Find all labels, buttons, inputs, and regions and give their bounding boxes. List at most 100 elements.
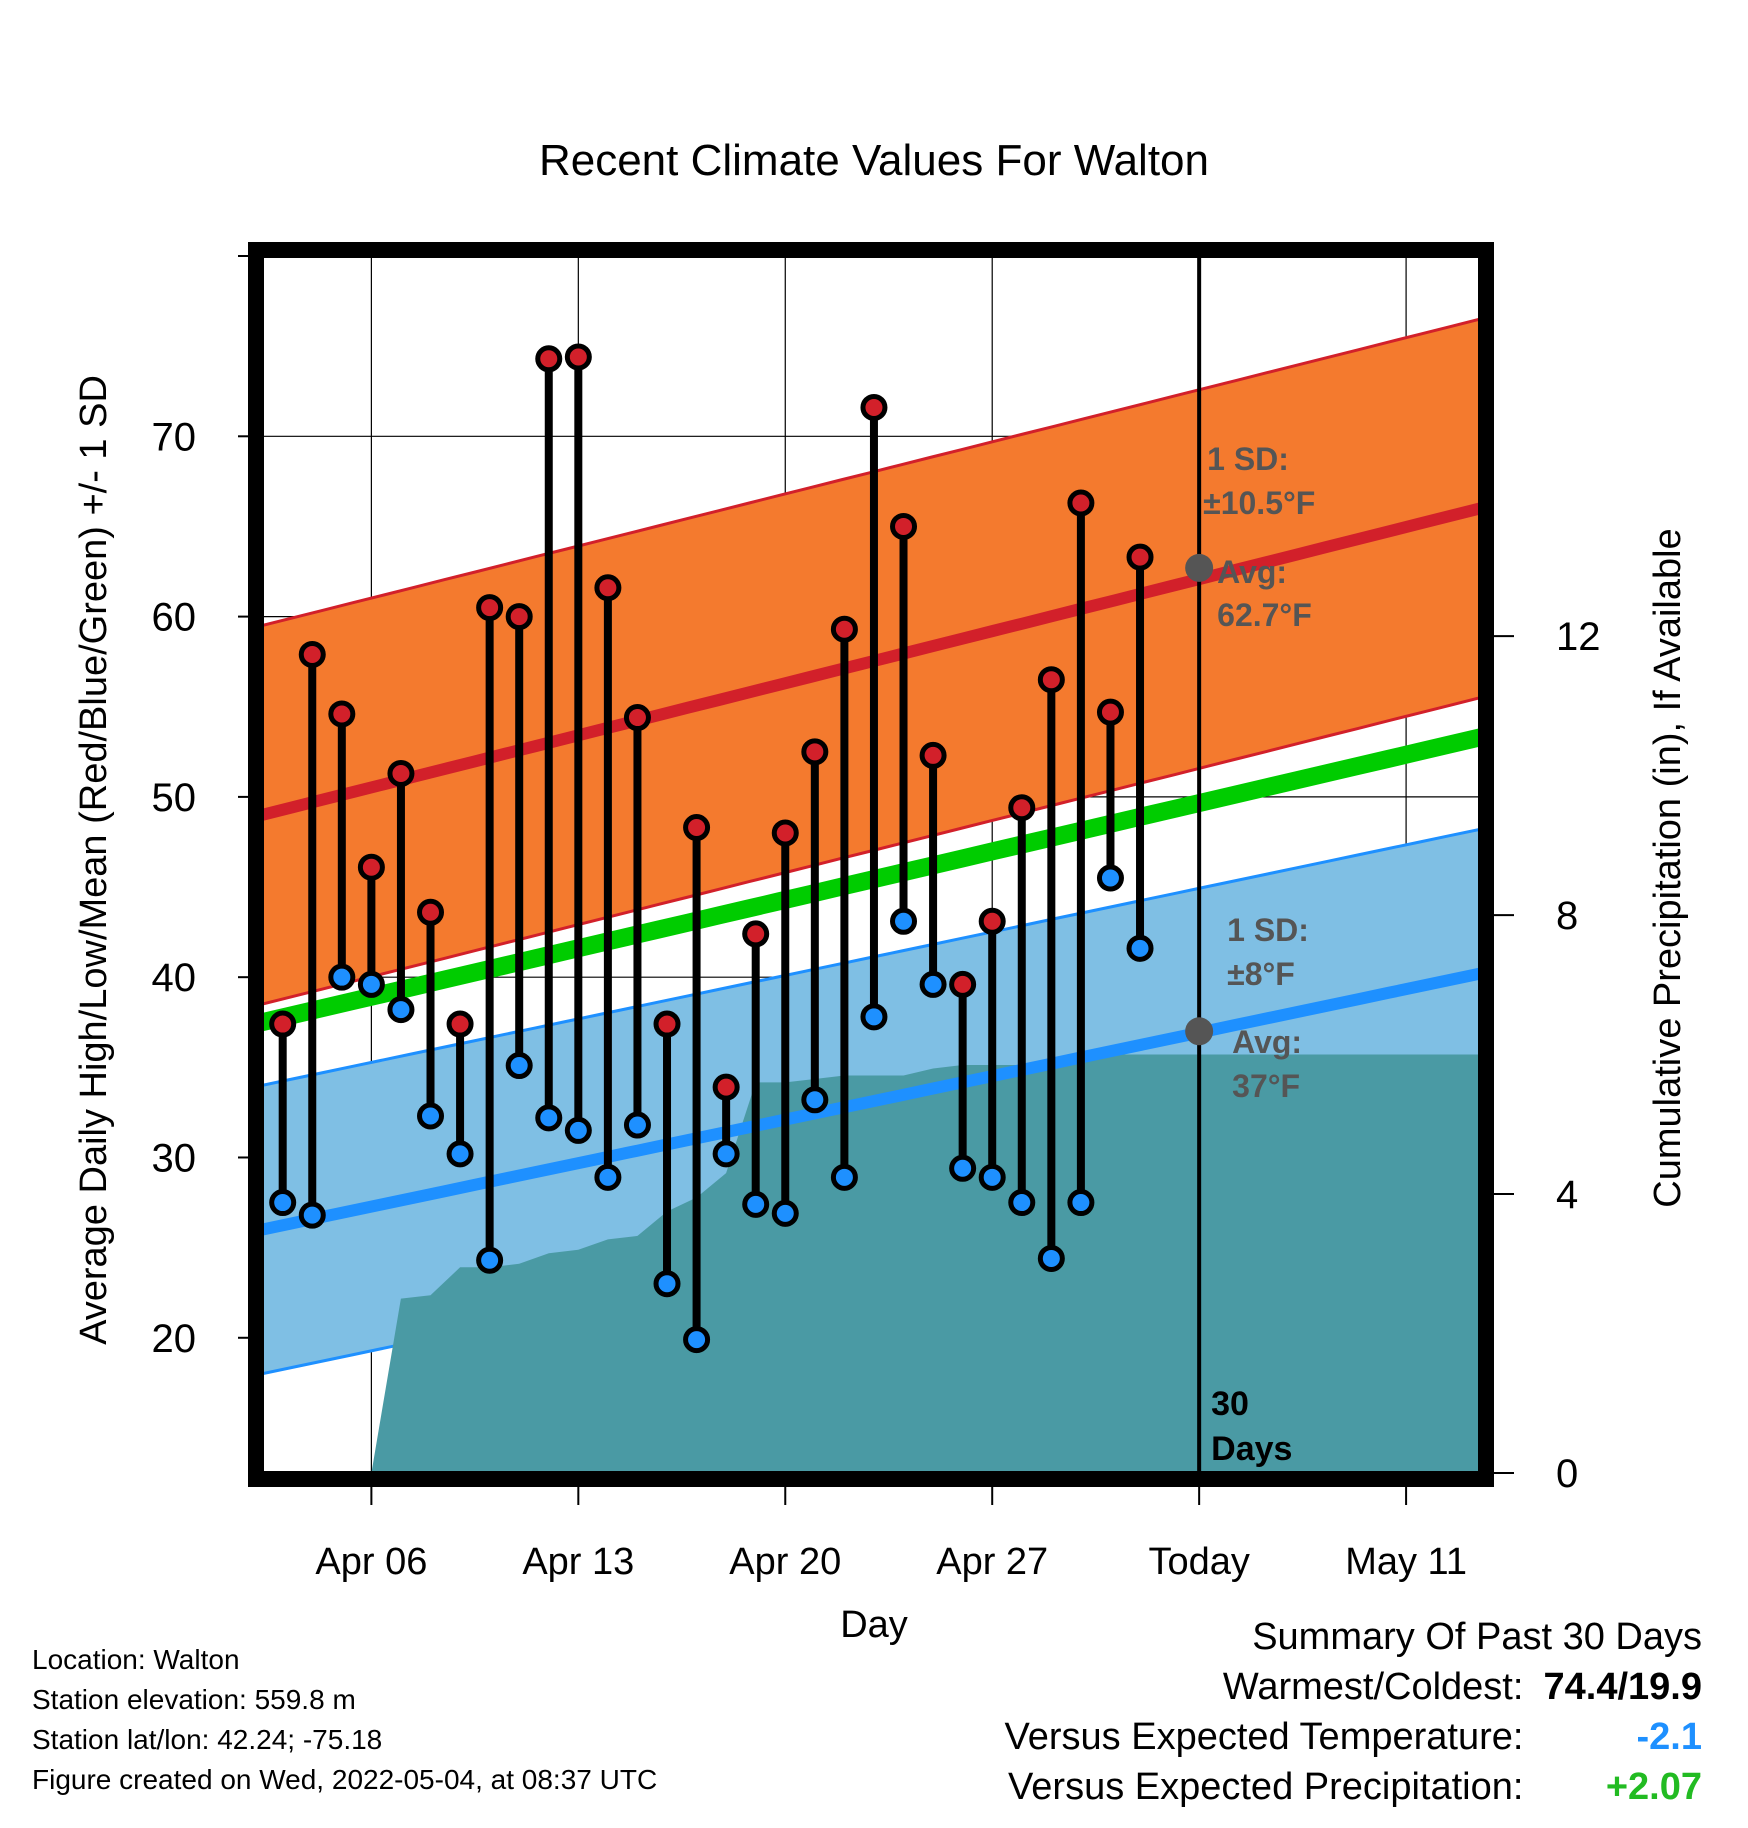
temp-anomaly-row: Versus Expected Temperature: -2.1: [802, 1712, 1702, 1762]
daily-low-point: [298, 1201, 326, 1229]
daily-low-point: [269, 1189, 297, 1217]
daily-high-point: [269, 1010, 297, 1038]
y-axis-title: Average Daily High/Low/Mean (Red/Blue/Gr…: [73, 375, 115, 1345]
y2-tick-label: 8: [1556, 894, 1578, 938]
summary-title: Summary Of Past 30 Days: [1252, 1616, 1702, 1658]
daily-low-point: [653, 1270, 681, 1298]
low-average-line: [262, 967, 1480, 1236]
daily-low-point: [683, 1326, 711, 1354]
warmest-coldest-value: 74.4/19.9: [1543, 1666, 1702, 1708]
daily-high-point: [594, 574, 622, 602]
daily-high-point: [1067, 489, 1095, 517]
daily-low-point: [1037, 1244, 1065, 1272]
precip-anomaly-row: Versus Expected Precipitation: +2.07: [802, 1762, 1702, 1812]
daily-low-point: [771, 1199, 799, 1227]
daily-high-point: [712, 1073, 740, 1101]
y-tick-label: 70: [152, 415, 197, 459]
high-avg-label: Avg:: [1217, 554, 1287, 590]
x-axis-title: Day: [840, 1604, 908, 1646]
daily-low-point: [1126, 934, 1154, 962]
daily-high-point: [1126, 543, 1154, 571]
daily-high-point: [978, 907, 1006, 935]
y-tick-label: 60: [152, 596, 197, 640]
daily-high-point: [505, 603, 533, 631]
plot-frame: [248, 242, 1494, 1487]
x-tick-label: Apr 20: [729, 1541, 841, 1583]
daily-low-point: [801, 1086, 829, 1114]
latlon-text: Station lat/lon: 42.24; -75.18: [32, 1724, 383, 1755]
daily-low-point: [357, 970, 385, 998]
daily-high-point: [949, 970, 977, 998]
high-sd-value: ±10.5°F: [1203, 485, 1315, 521]
daily-low-point: [476, 1246, 504, 1274]
daily-high-point: [801, 738, 829, 766]
daily-high-point: [298, 640, 326, 668]
daily-low-point: [535, 1104, 563, 1132]
precipitation-area: [282, 1054, 1480, 1473]
x-tick-label: Today: [1148, 1541, 1249, 1583]
high-sd-label: 1 SD:: [1207, 441, 1289, 477]
temp-anomaly-label: Versus Expected Temperature:: [1004, 1716, 1524, 1758]
y-tick-label: 20: [152, 1317, 197, 1361]
daily-high-point: [683, 814, 711, 842]
daily-low-point: [1067, 1189, 1095, 1217]
y2-tick-label: 4: [1556, 1173, 1578, 1217]
x-tick-label: May 11: [1345, 1541, 1467, 1583]
daily-low-point: [328, 963, 356, 991]
precip-anomaly-label: Versus Expected Precipitation:: [1008, 1766, 1524, 1808]
daily-low-point: [742, 1190, 770, 1218]
daily-high-point: [860, 393, 888, 421]
daily-low-point: [446, 1140, 474, 1168]
daily-low-point: [564, 1116, 592, 1144]
low-sd-label: 1 SD:: [1227, 912, 1309, 948]
y-tick-label: 30: [152, 1136, 197, 1180]
daily-low-point: [919, 970, 947, 998]
daily-high-point: [328, 700, 356, 728]
daily-high-point: [476, 594, 504, 622]
daily-high-point: [446, 1010, 474, 1038]
chart-title: Recent Climate Values For Walton: [538, 136, 1210, 185]
daily-high-point: [771, 819, 799, 847]
y2-tick-label: 12: [1556, 615, 1601, 659]
days-count-label: 30: [1211, 1385, 1249, 1423]
daily-high-point: [1037, 666, 1065, 694]
created-text: Figure created on Wed, 2022-05-04, at 08…: [32, 1764, 658, 1795]
x-tick-label: Apr 06: [315, 1541, 427, 1583]
daily-low-point: [1008, 1189, 1036, 1217]
y-tick-label: 40: [152, 956, 197, 1000]
daily-low-point: [949, 1154, 977, 1182]
daily-high-point: [564, 343, 592, 371]
daily-high-point: [653, 1010, 681, 1038]
precip-anomaly-value: +2.07: [1605, 1766, 1702, 1808]
warmest-coldest-label: Warmest/Coldest:: [1222, 1666, 1524, 1708]
daily-high-point: [417, 898, 445, 926]
daily-high-point: [357, 853, 385, 881]
summary-panel: Summary Of Past 30 Days Warmest/Coldest:…: [802, 1612, 1702, 1812]
daily-low-point: [712, 1140, 740, 1168]
daily-low-point: [594, 1163, 622, 1191]
low-sd-value: ±8°F: [1227, 956, 1295, 992]
x-tick-label: Apr 27: [936, 1541, 1048, 1583]
low-avg-value: 37°F: [1232, 1068, 1300, 1104]
location-text: Location: Walton: [32, 1644, 240, 1675]
daily-low-point: [417, 1102, 445, 1130]
daily-low-point: [890, 907, 918, 935]
daily-high-point: [830, 615, 858, 643]
daily-high-point: [1008, 794, 1036, 822]
daily-low-point: [1096, 864, 1124, 892]
low-avg-label: Avg:: [1232, 1024, 1302, 1060]
daily-high-point: [623, 704, 651, 732]
daily-low-point: [387, 996, 415, 1024]
high-avg-value: 62.7°F: [1217, 597, 1312, 633]
days-unit-label: Days: [1211, 1430, 1292, 1468]
today-low-average-marker: [1185, 1017, 1214, 1046]
daily-high-point: [387, 759, 415, 787]
daily-high-point: [742, 920, 770, 948]
elevation-text: Station elevation: 559.8 m: [32, 1684, 356, 1715]
daily-low-point: [860, 1003, 888, 1031]
station-metadata: Location: Walton Station elevation: 559.…: [32, 1640, 657, 1800]
y-tick-label: 50: [152, 776, 197, 820]
daily-low-point: [623, 1111, 651, 1139]
y2-axis-title: Cumulative Precipitation (in), If Availa…: [1647, 528, 1689, 1207]
